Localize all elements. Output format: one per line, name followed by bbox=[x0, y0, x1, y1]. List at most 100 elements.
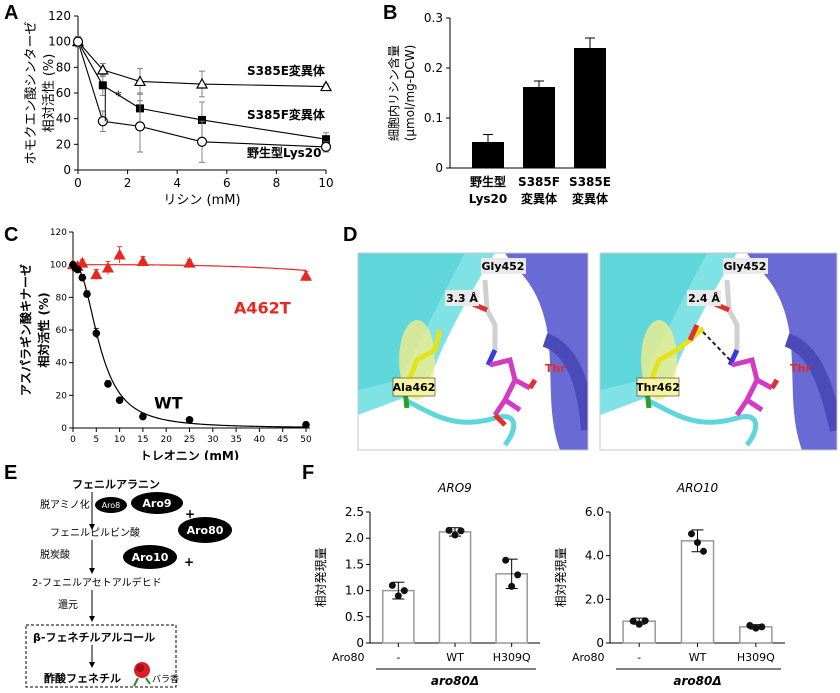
y-axis-label-1: 細胞内リシン含量 bbox=[386, 45, 401, 141]
category-label: Lys20 bbox=[469, 192, 508, 206]
series-label-wt: WT bbox=[154, 393, 183, 412]
y-tick-label: 2.0 bbox=[345, 531, 364, 545]
y-tick-label: 6.0 bbox=[585, 505, 604, 519]
reaction-deamination: 脱アミノ化 bbox=[40, 498, 90, 511]
group-label: Aro80 bbox=[332, 651, 365, 664]
data-point-0 bbox=[96, 63, 109, 75]
replicate-point bbox=[758, 623, 766, 631]
y-tick-label: 0.2 bbox=[424, 61, 443, 75]
step-phenethyl-alcohol: β-フェネチルアルコール bbox=[33, 631, 155, 644]
replicate-point bbox=[746, 622, 754, 630]
x-tick-label: 0 bbox=[74, 176, 82, 190]
category-label: - bbox=[637, 651, 641, 664]
bar-1 bbox=[680, 540, 715, 644]
thr-label-left: Thr bbox=[545, 362, 566, 375]
distance-label-left: 3.3 Å bbox=[446, 292, 478, 305]
y-tick-label: 20 bbox=[56, 391, 68, 401]
y-tick-label: 0 bbox=[356, 636, 364, 650]
pathway-panel-e: フェニルアラニン 脱アミノ化 Aro8 Aro9 + フェニルピルビン酸 Aro… bbox=[25, 478, 232, 688]
series-label-a462t: A462T bbox=[234, 299, 291, 318]
category-label: 野生型 bbox=[470, 174, 506, 189]
data-point-0 bbox=[101, 261, 114, 273]
y-tick-label: 80 bbox=[56, 293, 68, 303]
series-label-2: 野生型Lys20 bbox=[247, 145, 322, 160]
bar-0 bbox=[472, 142, 504, 168]
data-point-2 bbox=[320, 141, 332, 152]
data-point-0 bbox=[113, 248, 126, 260]
gly-label-right: Gly452 bbox=[724, 260, 767, 273]
data-point-1 bbox=[115, 396, 124, 405]
data-point-1 bbox=[98, 81, 107, 90]
svg-text:Aro8: Aro8 bbox=[102, 501, 121, 510]
structure-right bbox=[600, 253, 837, 450]
y-tick-label: 0 bbox=[63, 163, 71, 177]
y-axis-label-1: ホモクエン酸シンターゼ bbox=[24, 21, 39, 164]
enzyme-aro10 bbox=[123, 545, 177, 569]
bar-1 bbox=[438, 531, 472, 644]
panel-label-a: A bbox=[4, 2, 19, 24]
x-tick-label: 15 bbox=[137, 435, 148, 445]
data-point-2 bbox=[134, 121, 146, 132]
chart-b: 0 0.1 0.2 0.3 野生型 Lys20 S385F 変異体 S385E 変異体 細胞内リシン… bbox=[386, 11, 610, 206]
panel-label-e: E bbox=[4, 462, 18, 484]
x-tick-label: 6 bbox=[223, 176, 231, 190]
y-tick-label: 0.3 bbox=[424, 11, 443, 25]
data-point-1 bbox=[302, 420, 310, 429]
rose-label: バラ香 bbox=[152, 674, 179, 685]
fit-curve-1 bbox=[72, 264, 307, 428]
bar-2 bbox=[574, 48, 606, 168]
svg-text:+: + bbox=[184, 555, 194, 569]
chart-c: 0 20 40 60 80 100 120 0 5 10 15 20 25 30 35 40 45 50 トレオニン… bbox=[18, 228, 313, 460]
y-tick-label: 1.5 bbox=[345, 557, 364, 571]
data-point-1 bbox=[73, 265, 82, 274]
rose-icon bbox=[133, 662, 151, 687]
svg-text:Aro80: Aro80 bbox=[187, 524, 224, 537]
y-tick-label: 40 bbox=[56, 112, 71, 126]
x-tick-label: 10 bbox=[318, 176, 333, 190]
replicate-point bbox=[394, 592, 402, 600]
enzyme-aro9 bbox=[131, 492, 183, 514]
y-tick-label: 100 bbox=[48, 35, 71, 49]
x-tick-label: 25 bbox=[184, 435, 195, 445]
replicate-point bbox=[700, 547, 707, 555]
y-tick-label: 100 bbox=[50, 261, 67, 271]
y-tick-label: 20 bbox=[56, 137, 71, 151]
x-tick-label: 0 bbox=[70, 435, 76, 445]
residue-label-right: Thr462 bbox=[636, 381, 680, 394]
category-label: 変異体 bbox=[572, 191, 609, 206]
chart-f-aro10: ARO10 0 2.0 4.0 6.0 相対発現量 - WT H309Q Aro80 aro80Δ bbox=[554, 481, 785, 688]
y-tick-label: 2.0 bbox=[585, 592, 604, 606]
x-tick-label: 5 bbox=[93, 435, 99, 445]
panel-label-c: C bbox=[4, 224, 19, 246]
y-axis-label-1: アスパラギン酸キナーゼ bbox=[18, 264, 33, 396]
y-axis-label-2: 相対活性 (%) bbox=[42, 54, 57, 133]
bracket-label: aro80Δ bbox=[431, 674, 479, 688]
chart-a: 0 20 40 60 80 100 120 0 2 4 6 8 10 リシン (mM) ホモクエン酸シンター… bbox=[24, 9, 334, 208]
x-tick-label: 10 bbox=[114, 435, 126, 445]
y-tick-label: 4.0 bbox=[585, 549, 604, 563]
chart-title: ARO10 bbox=[676, 481, 719, 495]
bar-1 bbox=[523, 87, 555, 168]
x-tick-label: 45 bbox=[277, 435, 288, 445]
svg-text:Aro10: Aro10 bbox=[132, 551, 169, 564]
replicate-point bbox=[451, 531, 459, 539]
y-tick-label: 2.5 bbox=[345, 505, 364, 519]
svg-text:+: + bbox=[185, 507, 195, 521]
category-label: S385F bbox=[518, 175, 560, 189]
reaction-decarboxylation: 脱炭酸 bbox=[40, 548, 70, 561]
step-phenylalanine: フェニルアラニン bbox=[72, 478, 160, 491]
data-point-1 bbox=[104, 380, 112, 388]
replicate-point bbox=[457, 527, 465, 535]
x-tick-label: 40 bbox=[254, 435, 266, 445]
category-label: H309Q bbox=[737, 651, 775, 664]
enzyme-aro8 bbox=[95, 497, 127, 513]
structure-panel-d: Ala462 3.3 Å Gly452 Thr Thr462 2.4 Å Gly… bbox=[357, 252, 838, 451]
series-label-0: S385E変異体 bbox=[247, 63, 326, 78]
data-point-2 bbox=[97, 116, 108, 127]
data-point-1 bbox=[92, 329, 101, 338]
data-point-1 bbox=[78, 273, 87, 282]
y-tick-label: 120 bbox=[50, 228, 67, 238]
replicate-point bbox=[445, 526, 453, 534]
x-tick-label: 35 bbox=[230, 435, 241, 445]
replicate-point bbox=[641, 617, 649, 625]
